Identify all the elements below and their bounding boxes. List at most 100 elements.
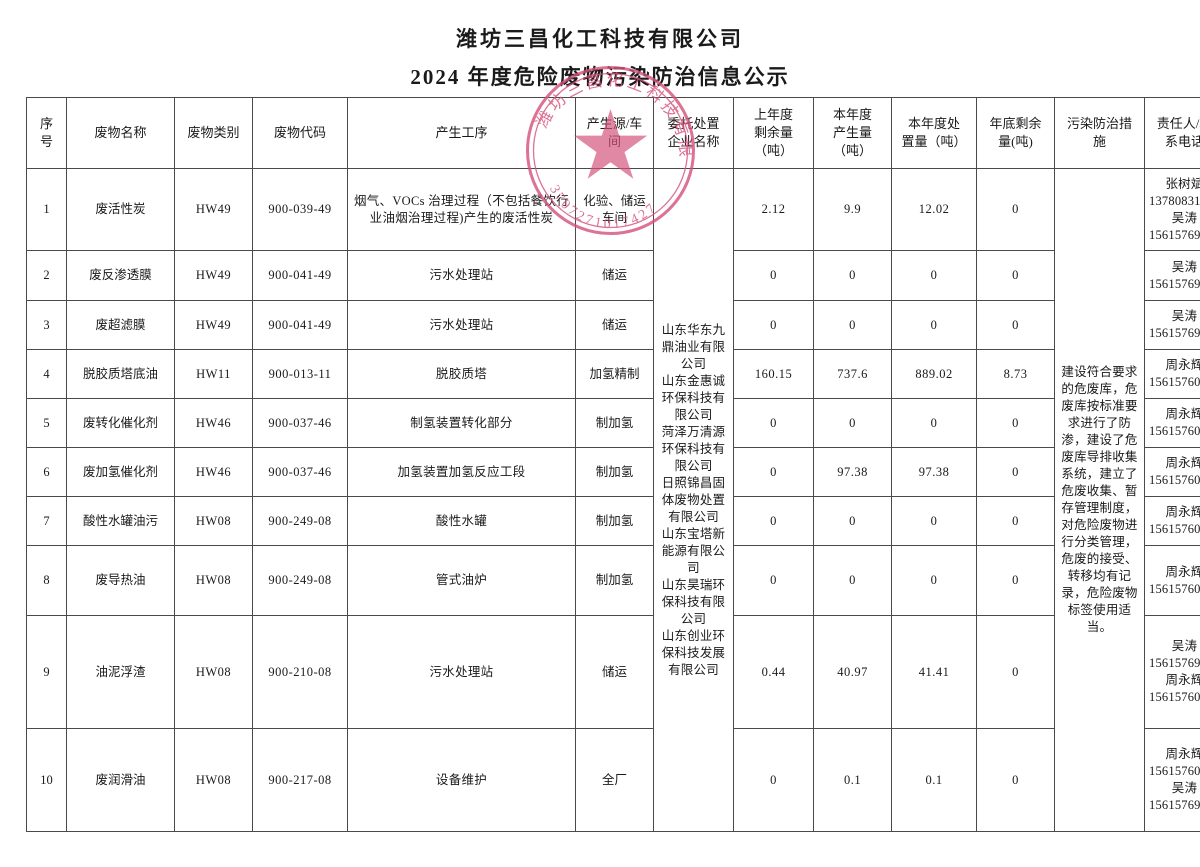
table-row: 3 废超滤膜 HW49 900-041-49 污水处理站 储运 0 0 0 0 吴涛 15615769… xyxy=(26,300,1200,350)
header-disposal-company: 委托处置 企业名称 xyxy=(653,97,734,169)
disposal-company-name: 山东创业环保科技发展有限公司 xyxy=(661,628,726,677)
header-source-workshop-l2: 间 xyxy=(607,134,621,149)
header-source-workshop: 产生源/车 间 xyxy=(575,97,654,169)
cell-waste-category: HW08 xyxy=(174,728,253,832)
cell-year-end-remaining: 0 xyxy=(976,168,1055,251)
cell-year-end-remaining: 0 xyxy=(976,447,1055,497)
cell-year-end-remaining: 0 xyxy=(976,250,1055,301)
cell-responsible-contact: 吴涛 15615769780 xyxy=(1144,250,1200,301)
cell-prev-year-remaining: 0 xyxy=(733,496,814,546)
header-index-l2: 号 xyxy=(39,134,53,149)
table-row: 8 废导热油 HW08 900-249-08 管式油炉 制加氢 0 0 0 0 周永辉 1561576… xyxy=(26,545,1200,616)
cell-responsible-contact: 周永辉 15615760399 xyxy=(1144,398,1200,448)
cell-responsible-contact: 周永辉 15615760399 xyxy=(1144,496,1200,546)
header-prev-year-remaining-l1: 上年度 xyxy=(753,107,793,122)
cell-waste-category: HW49 xyxy=(174,300,253,350)
cell-disposal-companies-merged: 山东华东九鼎油业有限公司 山东金惠诚环保科技有限公司 菏泽万清源环保科技有限公司 日照… xyxy=(653,168,734,832)
contact-person-name: 周永辉 xyxy=(1165,673,1200,687)
header-control-measures-l2: 施 xyxy=(1092,134,1106,149)
cell-year-end-remaining: 0 xyxy=(976,398,1055,448)
cell-process: 污水处理站 xyxy=(347,300,576,350)
header-this-year-disposed-l1: 本年度处 xyxy=(907,116,960,131)
table-row: 5 废转化催化剂 HW46 900-037-46 制氢装置转化部分 制加氢 0 0 0 0 周永辉 1… xyxy=(26,398,1200,448)
cell-waste-code: 900-217-08 xyxy=(252,728,348,832)
cell-waste-code: 900-210-08 xyxy=(252,615,348,729)
cell-this-year-generated: 0 xyxy=(813,300,892,350)
cell-this-year-generated: 0 xyxy=(813,496,892,546)
table-row: 10 废润滑油 HW08 900-217-08 设备维护 全厂 0 0.1 0.1 0 周永辉 156… xyxy=(26,728,1200,832)
cell-this-year-generated: 0.1 xyxy=(813,728,892,832)
table-row: 4 脱胶质塔底油 HW11 900-013-11 脱胶质塔 加氢精制 160.15 737.6… xyxy=(26,349,1200,399)
cell-this-year-disposed: 97.38 xyxy=(891,447,977,497)
cell-waste-code: 900-037-46 xyxy=(252,398,348,448)
cell-index: 9 xyxy=(26,615,67,729)
contact-person-name: 吴涛 xyxy=(1171,309,1198,323)
contact-phone-number: 15615760399 xyxy=(1149,690,1200,704)
contact-phone-number: 15615760399 xyxy=(1149,764,1200,778)
header-responsible-contact: 责任人/联 系电话 xyxy=(1144,97,1200,169)
cell-this-year-generated: 737.6 xyxy=(813,349,892,399)
table-row: 7 酸性水罐油污 HW08 900-249-08 酸性水罐 制加氢 0 0 0 0 周永辉 15615… xyxy=(26,496,1200,546)
cell-source-workshop: 化验、储运车间 xyxy=(575,168,654,251)
cell-waste-name: 酸性水罐油污 xyxy=(66,496,175,546)
company-title: 潍坊三昌化工科技有限公司 xyxy=(456,27,744,51)
header-disposal-company-l1: 委托处置 xyxy=(667,116,720,131)
cell-index: 5 xyxy=(26,398,67,448)
cell-prev-year-remaining: 0 xyxy=(733,545,814,616)
cell-source-workshop: 制加氢 xyxy=(575,545,654,616)
cell-process: 污水处理站 xyxy=(347,250,576,301)
cell-waste-code: 900-013-11 xyxy=(252,349,348,399)
cell-this-year-disposed: 0 xyxy=(891,250,977,301)
contact-person-name: 吴涛 xyxy=(1171,210,1198,225)
contact-phone-number: 15615760399 xyxy=(1149,581,1200,596)
header-process: 产生工序 xyxy=(347,97,576,169)
contact-phone-number: 15615769780 xyxy=(1149,326,1200,340)
cell-waste-code: 900-041-49 xyxy=(252,300,348,350)
cell-source-workshop: 储运 xyxy=(575,250,654,301)
cell-source-workshop: 制加氢 xyxy=(575,447,654,497)
cell-prev-year-remaining: 2.12 xyxy=(733,168,814,251)
cell-process: 设备维护 xyxy=(347,728,576,832)
contact-person-name: 周永辉 xyxy=(1165,505,1200,519)
header-control-measures: 污染防治措 施 xyxy=(1054,97,1145,169)
header-this-year-generated: 本年度 产生量 （吨） xyxy=(813,97,892,169)
contact-person-name: 吴涛 xyxy=(1171,259,1198,274)
cell-waste-code: 900-039-49 xyxy=(252,168,348,251)
cell-waste-code: 900-249-08 xyxy=(252,496,348,546)
cell-waste-code: 900-041-49 xyxy=(252,250,348,301)
header-this-year-generated-l3: （吨） xyxy=(832,143,872,158)
cell-responsible-contact: 周永辉 15615760399 xyxy=(1144,545,1200,616)
cell-index: 6 xyxy=(26,447,67,497)
cell-this-year-generated: 0 xyxy=(813,250,892,301)
cell-waste-code: 900-249-08 xyxy=(252,545,348,616)
cell-index: 7 xyxy=(26,496,67,546)
cell-prev-year-remaining: 0 xyxy=(733,728,814,832)
cell-prev-year-remaining: 0 xyxy=(733,250,814,301)
disposal-company-name: 日照锦昌固体废物处置有限公司 xyxy=(661,475,726,524)
hazardous-waste-table: 序 号 废物名称 废物类别 废物代码 产生工序 产生源/车 间 委托处置 企业名… xyxy=(26,97,1200,832)
contact-person-name: 周永辉 xyxy=(1165,456,1200,470)
cell-waste-name: 废反渗透膜 xyxy=(66,250,175,301)
cell-this-year-disposed: 0 xyxy=(891,496,977,546)
document-title-block: 潍坊三昌化工科技有限公司 2024 年度危险废物污染防治信息公示 xyxy=(0,24,1200,92)
header-this-year-disposed: 本年度处 置量（吨） xyxy=(891,97,977,169)
contact-phone-number: 15615760399 xyxy=(1149,522,1200,536)
cell-responsible-contact: 周永辉 15615760399 吴涛 15615769780 xyxy=(1144,728,1200,832)
header-responsible-contact-l1: 责任人/联 xyxy=(1156,116,1200,131)
cell-source-workshop: 全厂 xyxy=(575,728,654,832)
cell-index: 3 xyxy=(26,300,67,350)
cell-process: 管式油炉 xyxy=(347,545,576,616)
cell-this-year-generated: 97.38 xyxy=(813,447,892,497)
cell-source-workshop: 储运 xyxy=(575,300,654,350)
cell-process: 烟气、VOCs 治理过程（不包括餐饮行业油烟治理过程)产生的废活性炭 xyxy=(347,168,576,251)
contact-phone-number: 15615769780 xyxy=(1149,227,1200,242)
header-prev-year-remaining-l3: （吨） xyxy=(753,143,793,158)
cell-waste-name: 废活性炭 xyxy=(66,168,175,251)
cell-control-measures-merged: 建设符合要求的危废库，危废库按标准要求进行了防渗，建设了危废库导排收集系统，建立… xyxy=(1054,168,1145,832)
cell-waste-category: HW08 xyxy=(174,615,253,729)
cell-prev-year-remaining: 0 xyxy=(733,300,814,350)
table-header-row: 序 号 废物名称 废物类别 废物代码 产生工序 产生源/车 间 委托处置 企业名… xyxy=(26,97,1200,169)
report-title: 2024 年度危险废物污染防治信息公示 xyxy=(410,65,790,89)
cell-this-year-generated: 9.9 xyxy=(813,168,892,251)
